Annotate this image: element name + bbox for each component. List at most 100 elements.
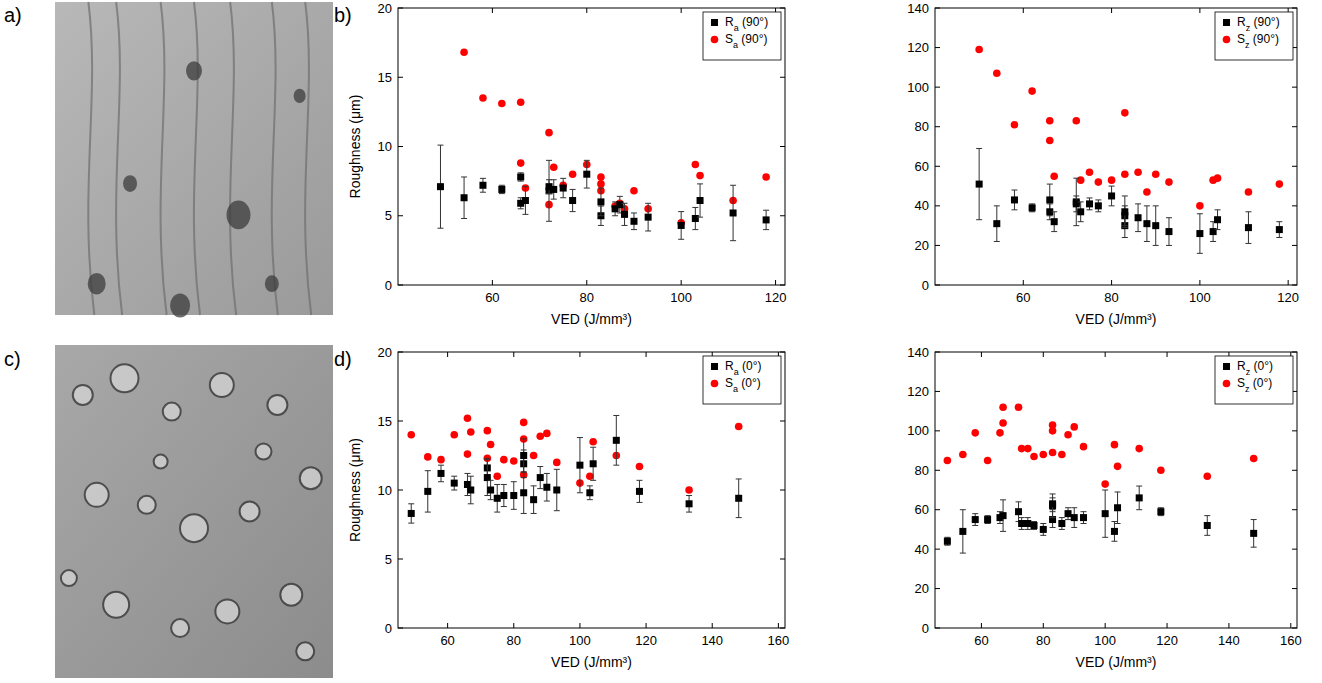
point xyxy=(692,215,699,222)
x-tick xyxy=(981,623,982,628)
series xyxy=(975,46,1283,210)
point xyxy=(1071,514,1078,521)
plot-frame xyxy=(398,8,785,285)
point xyxy=(1095,178,1103,186)
x-axis-title: VED (J/mm³) xyxy=(551,311,632,327)
x-tick xyxy=(1023,280,1024,285)
y-tick-label: 10 xyxy=(378,139,392,154)
legend-marker xyxy=(711,19,718,26)
point xyxy=(1065,510,1072,517)
x-tick xyxy=(492,280,493,285)
error-bar xyxy=(425,471,431,512)
error-bar xyxy=(1136,486,1142,510)
legend-label: Ra (90°) xyxy=(725,15,768,33)
point xyxy=(1152,170,1160,178)
spatter-particle xyxy=(280,584,302,606)
y-tick xyxy=(398,421,403,422)
y-tick-label: 80 xyxy=(915,463,929,478)
x-tick-top xyxy=(1199,8,1200,13)
point xyxy=(1250,530,1257,537)
point xyxy=(976,181,983,188)
point xyxy=(1086,200,1093,207)
point xyxy=(1135,214,1142,221)
plot-frame xyxy=(935,352,1297,628)
point xyxy=(993,220,1000,227)
point xyxy=(999,419,1007,427)
error-bar xyxy=(584,160,590,188)
error-bar xyxy=(1144,206,1150,242)
x-tick-label: 160 xyxy=(1280,633,1302,648)
y-tick xyxy=(935,588,940,589)
error-bar xyxy=(1000,500,1006,532)
point xyxy=(437,183,444,190)
melt-track xyxy=(194,2,200,315)
error-bar xyxy=(1102,490,1108,537)
point xyxy=(944,538,951,545)
y-tick-label: 60 xyxy=(915,502,929,517)
point xyxy=(1134,168,1142,176)
y-tick-right xyxy=(1292,205,1297,206)
legend: Ra (90°)Sa (90°) xyxy=(703,12,781,60)
x-tick xyxy=(1228,623,1229,628)
legend-marker xyxy=(1223,380,1231,388)
error-bar xyxy=(617,196,623,213)
x-axis-title: VED (J/mm³) xyxy=(1076,654,1157,670)
point xyxy=(685,486,693,494)
y-tick xyxy=(398,490,403,491)
point xyxy=(975,46,983,54)
point xyxy=(1250,455,1258,463)
spatter-particle xyxy=(85,483,109,507)
error-bar xyxy=(972,514,978,526)
x-tick xyxy=(1105,623,1106,628)
y-tick-label: 20 xyxy=(915,581,929,596)
legend-label: Sa (0°) xyxy=(725,376,761,394)
point xyxy=(1135,445,1143,453)
x-tick-label: 80 xyxy=(580,290,594,305)
x-tick-top xyxy=(1023,8,1024,13)
y-tick-label: 40 xyxy=(915,198,929,213)
point xyxy=(522,197,529,204)
point xyxy=(487,441,495,449)
error-bar xyxy=(518,173,524,181)
legend: Ra (0°)Sa (0°) xyxy=(703,356,781,404)
data-area xyxy=(975,46,1283,254)
y-tick-label: 140 xyxy=(907,1,929,16)
legend-label: Sz (0°) xyxy=(1237,376,1272,394)
point xyxy=(1276,180,1284,188)
point xyxy=(1214,216,1221,223)
point xyxy=(543,484,550,491)
point xyxy=(408,510,415,517)
point xyxy=(735,423,743,431)
x-axis-title: VED (J/mm³) xyxy=(551,654,632,670)
point xyxy=(1000,512,1007,519)
point xyxy=(553,487,560,494)
error-bar xyxy=(1111,522,1117,542)
error-bar xyxy=(1158,508,1164,516)
error-bar xyxy=(763,210,769,229)
legend-marker xyxy=(711,380,719,388)
x-tick xyxy=(513,623,514,628)
legend-frame xyxy=(1215,356,1293,404)
point xyxy=(1030,453,1038,461)
x-tick-label: 100 xyxy=(1189,290,1211,305)
point xyxy=(1143,188,1151,196)
data-area xyxy=(437,49,770,241)
point xyxy=(464,414,472,422)
point xyxy=(972,516,979,523)
error-bar xyxy=(1059,518,1065,530)
point xyxy=(1011,121,1019,129)
x-tick-label: 160 xyxy=(768,633,790,648)
error-bar xyxy=(692,207,698,229)
point xyxy=(510,492,517,499)
y-tick xyxy=(935,245,940,246)
spatter-particle xyxy=(210,373,234,397)
x-axis-title: VED (J/mm³) xyxy=(1076,311,1157,327)
point xyxy=(1121,109,1129,117)
point xyxy=(530,496,537,503)
point xyxy=(999,403,1007,411)
x-tick xyxy=(646,623,647,628)
x-tick-top xyxy=(513,352,514,357)
error-bar xyxy=(1210,222,1216,242)
y-tick xyxy=(398,146,403,147)
point xyxy=(1121,208,1128,215)
